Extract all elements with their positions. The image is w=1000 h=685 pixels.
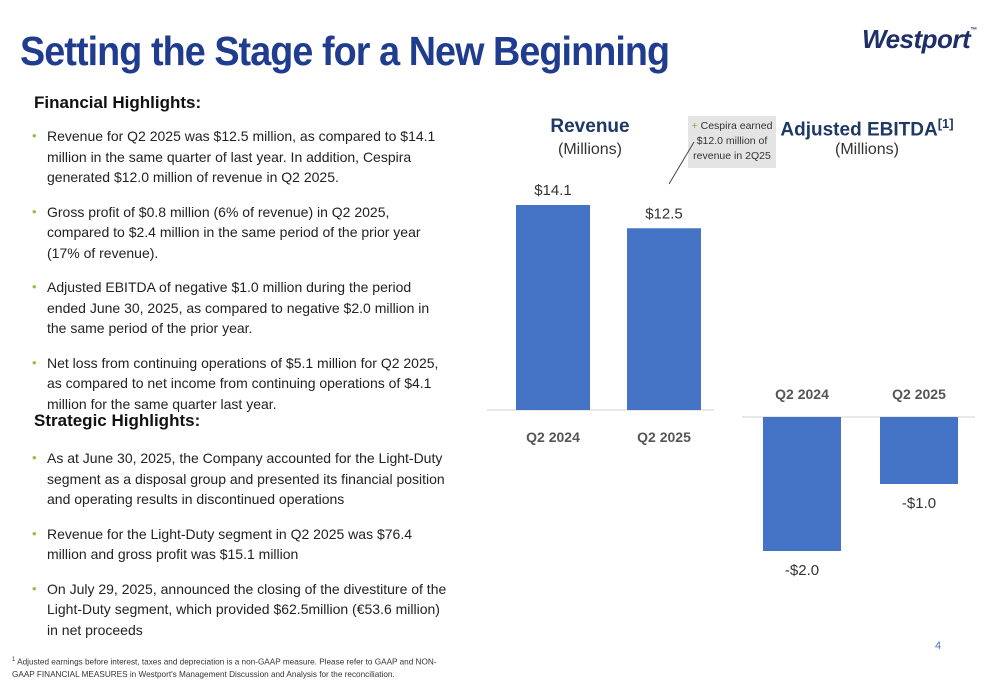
ebitda-chart-subtitle: (Millions)	[835, 141, 899, 158]
revenue-category-label: Q2 2024	[526, 429, 580, 445]
bullet-marker: •	[32, 128, 37, 143]
bullet-marker: •	[32, 525, 37, 541]
ebitda-bar	[763, 417, 841, 551]
ebitda-data-label: -$2.0	[785, 562, 819, 579]
revenue-bar	[627, 228, 701, 410]
bullet-marker: •	[32, 580, 37, 596]
bullet-marker: •	[32, 450, 37, 465]
bullet-text: As at June 30, 2025, the Company account…	[47, 450, 445, 507]
page-title: Setting the Stage for a New Beginning	[20, 28, 670, 74]
revenue-chart-title: Revenue	[550, 116, 630, 137]
bullet-item: • Gross profit of $0.8 million (6% of rev…	[30, 202, 450, 264]
bullet-text: Net loss from continuing operations of $…	[47, 354, 439, 412]
bullet-item: • On July 29, 2025, announced the closing…	[30, 579, 450, 641]
callout-text: Cespira earned $12.0 million of revenue …	[693, 120, 773, 162]
logo-text: Westport	[862, 24, 971, 54]
revenue-data-label: $14.1	[534, 182, 572, 199]
bullet-text: Revenue for the Light-Duty segment in Q2…	[47, 525, 412, 563]
ebitda-category-label: Q2 2025	[892, 386, 946, 402]
footnote-marker: 1	[12, 657, 16, 663]
bullet-item: • Revenue for the Light-Duty segment in Q…	[30, 524, 450, 565]
page-number: 4	[935, 640, 942, 652]
ebitda-chart-title: Adjusted EBITDA[1]	[770, 116, 964, 141]
bullet-item: • Net loss from continuing operations of …	[30, 353, 450, 415]
revenue-chart: $14.1 Q2 2024 $12.5 Q2 2025	[487, 182, 714, 445]
financial-highlights-list: • Revenue for Q2 2025 was $12.5 million, …	[30, 126, 450, 428]
ebitda-title-footnote: [1]	[937, 116, 954, 131]
revenue-bar	[516, 205, 590, 410]
strategic-highlights-list: • As at June 30, 2025, the Company accoun…	[30, 448, 450, 654]
ebitda-category-label: Q2 2024	[775, 386, 829, 402]
callout-plus: +	[691, 120, 698, 132]
bullet-marker: •	[32, 279, 37, 294]
bullet-item: • Revenue for Q2 2025 was $12.5 million, …	[30, 126, 450, 188]
westport-logo: Westport™	[862, 24, 977, 55]
bullet-item: • As at June 30, 2025, the Company accoun…	[30, 448, 450, 510]
bullet-marker: •	[32, 203, 37, 219]
footnote: 1 Adjusted earnings before interest, tax…	[12, 654, 452, 681]
bullet-text: Gross profit of $0.8 million (6% of reve…	[47, 203, 421, 261]
bullet-text: Adjusted EBITDA of negative $1.0 million…	[47, 279, 430, 336]
revenue-category-label: Q2 2025	[637, 429, 691, 445]
ebitda-title-text: Adjusted EBITDA	[780, 119, 938, 141]
logo-trademark: ™	[970, 27, 977, 34]
ebitda-data-label: -$1.0	[902, 495, 936, 512]
ebitda-bar	[880, 417, 958, 484]
revenue-data-label: $12.5	[645, 205, 683, 222]
bullet-text: Revenue for Q2 2025 was $12.5 million, a…	[47, 128, 436, 185]
bullet-marker: •	[32, 354, 37, 370]
revenue-chart-subtitle: (Millions)	[558, 141, 622, 158]
footnote-text: Adjusted earnings before interest, taxes…	[12, 657, 437, 679]
financial-highlights-heading: Financial Highlights:	[34, 93, 202, 112]
bullet-item: • Adjusted EBITDA of negative $1.0 millio…	[30, 277, 450, 339]
strategic-highlights-heading: Strategic Highlights:	[34, 411, 201, 430]
bullet-text: On July 29, 2025, announced the closing …	[47, 580, 447, 638]
ebitda-chart: -$2.0 Q2 2024 -$1.0 Q2 2025	[742, 386, 975, 579]
cespira-callout: + Cespira earned $12.0 million of revenu…	[688, 116, 776, 168]
